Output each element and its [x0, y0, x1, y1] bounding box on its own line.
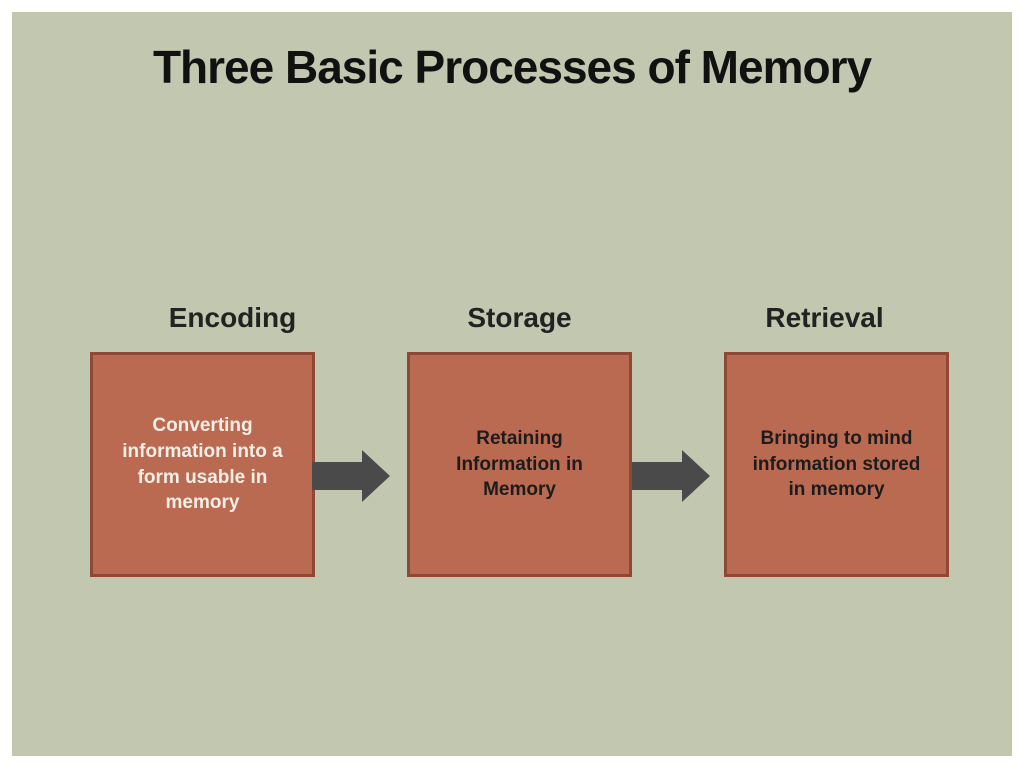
stage-label-retrieval: Retrieval [712, 302, 937, 334]
arrow-head-icon [362, 450, 390, 502]
stage-box-encoding: Converting information into a form usabl… [90, 352, 315, 577]
stage-label-encoding: Encoding [120, 302, 345, 334]
stage-label-storage: Storage [407, 302, 632, 334]
stage-box-retrieval: Bringing to mind information stored in m… [724, 352, 949, 577]
arrow-shaft [312, 462, 362, 490]
arrow-2 [632, 450, 710, 502]
arrow-head-icon [682, 450, 710, 502]
arrow-shaft [632, 462, 682, 490]
slide: Three Basic Processes of Memory Encoding… [12, 12, 1012, 756]
stage-box-storage: Retaining Information in Memory [407, 352, 632, 577]
arrow-1 [312, 450, 390, 502]
slide-title: Three Basic Processes of Memory [12, 40, 1012, 94]
